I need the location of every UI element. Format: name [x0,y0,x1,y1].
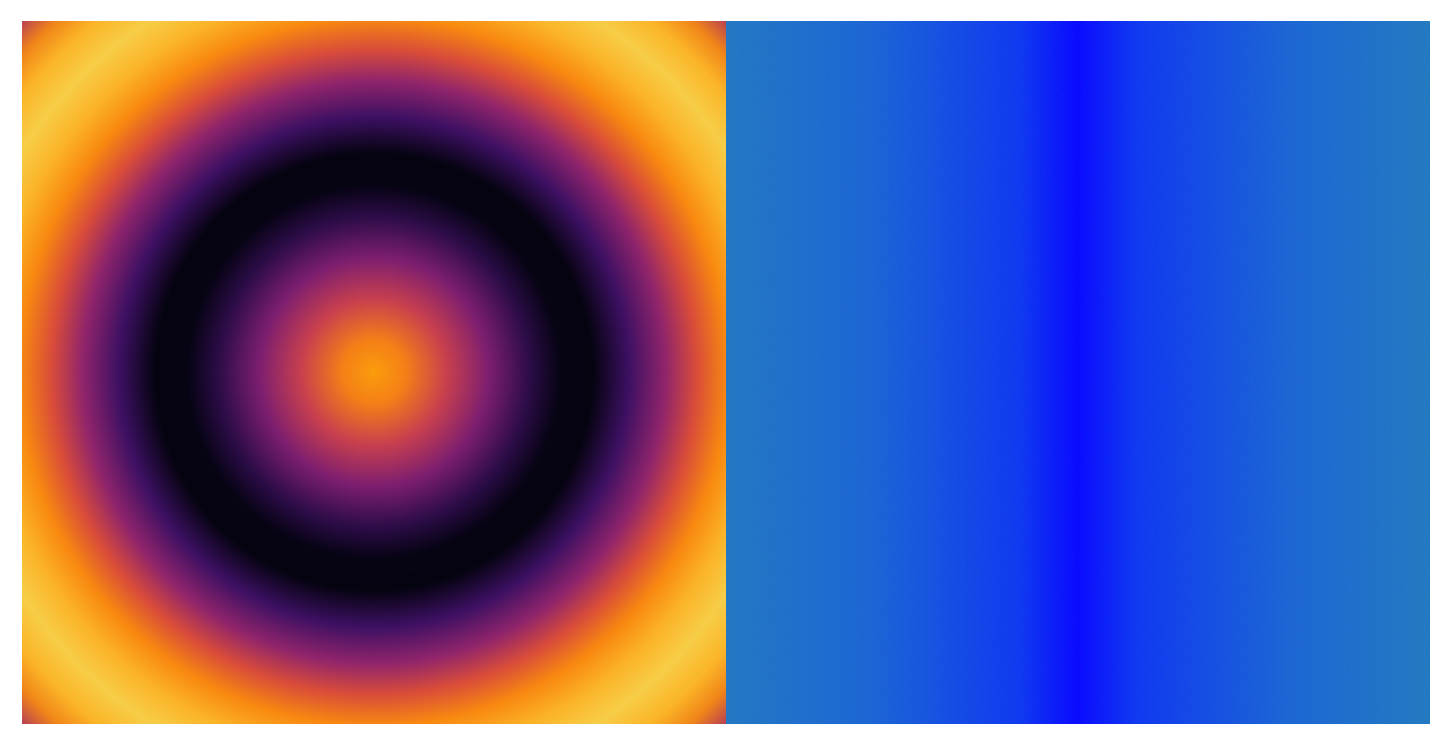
ring-grain [22,21,726,724]
band-grain [726,21,1430,724]
